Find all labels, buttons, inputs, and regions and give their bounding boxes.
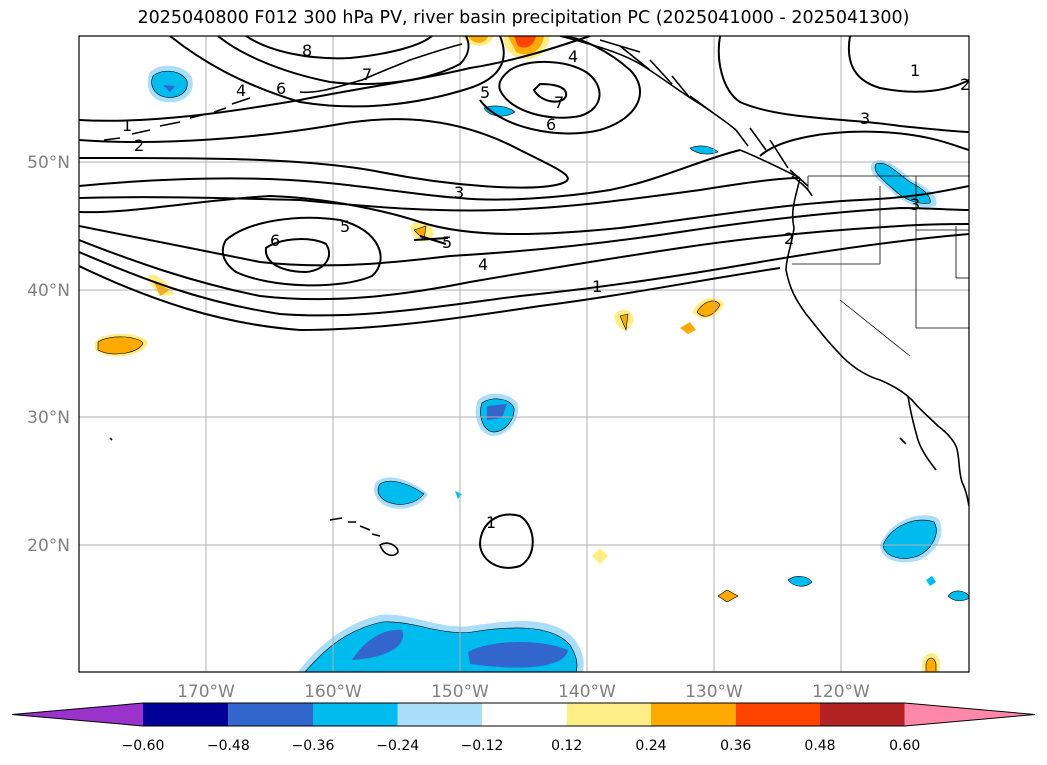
map-title: 2025040800 F012 300 hPa PV, river basin … [137,8,910,28]
lon-label: 160°W [304,682,362,702]
colorbar-segment [735,703,820,726]
contour-label: 3 [860,109,870,128]
contour-label: 7 [554,93,564,112]
contour-label: 5 [442,233,452,252]
colorbar-tick: −0.48 [207,738,250,754]
contour-label: 6 [270,231,280,250]
colorbar-segment [651,703,736,726]
contour-label: 2 [960,75,970,94]
colorbar-tick: 0.36 [720,738,751,754]
contour-label: 6 [546,115,556,134]
lon-label: 130°W [685,682,743,702]
contour-label: 1 [122,116,132,135]
longitude-labels: 170°W 160°W 150°W 140°W 130°W 120°W [177,682,870,702]
contour-label: 6 [276,79,286,98]
graticule [79,36,969,672]
colorbar-outline [11,702,1036,727]
contour-label: 2 [784,229,794,248]
colorbar-tick: 0.48 [804,738,835,754]
pv-contour-labels: 1 2 4 6 8 7 3 5 6 5 4 1 5 4 6 7 1 2 3 3 … [122,41,970,532]
pv-contours [79,36,969,569]
colorbar-segment [397,703,482,726]
contour-label: 4 [568,47,578,66]
map-frame [78,35,970,673]
contour-label: 1 [486,513,496,532]
contour-label: 8 [302,41,312,60]
contour-label: 4 [236,81,246,100]
colorbar-min-extend [12,703,143,726]
contour-label: 7 [362,65,372,84]
lat-label: 40°N [27,281,70,301]
colorbar-tick: 0.60 [889,738,920,754]
lon-label: 170°W [177,682,235,702]
contour-label: 1 [592,277,602,296]
colorbar: −0.60 −0.48 −0.36 −0.24 −0.12 0.12 0.24 … [11,702,1036,754]
colorbar-segment [228,703,313,726]
colorbar-tick: 0.24 [635,738,666,754]
contour-label: 3 [910,195,920,214]
colorbar-ticks: −0.60 −0.48 −0.36 −0.24 −0.12 0.12 0.24 … [122,738,921,754]
colorbar-tick: −0.60 [122,738,165,754]
latitude-labels: 50°N 40°N 30°N 20°N [27,153,70,556]
colorbar-tick: −0.24 [376,738,419,754]
coastlines [103,36,969,557]
lon-label: 120°W [812,682,870,702]
colorbar-tick: −0.12 [461,738,504,754]
colorbar-max-extend [904,703,1035,726]
contour-label: 4 [478,255,488,274]
lat-label: 50°N [27,153,70,173]
precip-shading [95,36,969,672]
colorbar-segment [313,703,398,726]
lat-label: 30°N [27,408,70,428]
contour-label: 1 [910,61,920,80]
colorbar-segment [482,703,567,726]
colorbar-segment [566,703,651,726]
colorbar-tick: −0.36 [292,738,335,754]
colorbar-segment [820,703,905,726]
lon-label: 140°W [558,682,616,702]
lat-label: 20°N [27,536,70,556]
contour-label: 3 [454,183,464,202]
colorbar-segment [143,703,229,726]
colorbar-tick: 0.12 [551,738,582,754]
contour-label: 5 [340,217,350,236]
contour-label: 5 [480,83,490,102]
contour-label: 2 [134,136,144,155]
lon-label: 150°W [431,682,489,702]
